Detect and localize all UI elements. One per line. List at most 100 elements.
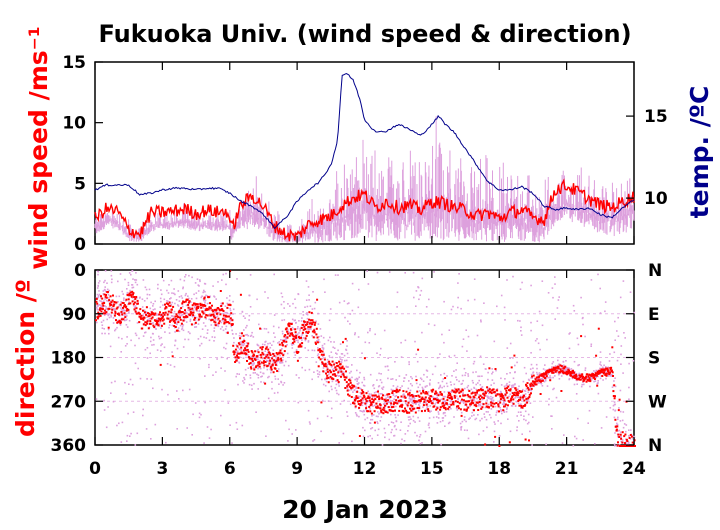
direction-average-point — [457, 388, 460, 391]
direction-raw-point — [272, 349, 275, 352]
direction-raw-point — [378, 372, 380, 375]
direction-raw-point — [411, 377, 413, 380]
direction-raw-point — [506, 382, 508, 385]
direction-average-point — [175, 313, 178, 316]
direction-average-point — [315, 327, 318, 330]
direction-raw-point — [409, 383, 412, 385]
direction-raw-point — [230, 325, 232, 328]
direction-raw-point — [621, 419, 624, 422]
direction-average-point — [391, 392, 394, 394]
direction-y-tick-label: 0 — [74, 261, 86, 281]
direction-raw-point — [380, 381, 383, 384]
direction-raw-point — [399, 429, 402, 431]
direction-raw-point — [472, 391, 474, 393]
direction-raw-point — [388, 424, 390, 426]
direction-raw-point — [381, 444, 384, 446]
direction-raw-point — [618, 407, 620, 409]
direction-average-point — [466, 400, 469, 403]
direction-raw-point — [525, 388, 528, 390]
direction-raw-point — [617, 430, 619, 432]
direction-average-point — [508, 441, 511, 444]
direction-raw-point — [341, 353, 344, 355]
direction-average-point — [377, 395, 380, 398]
direction-raw-point — [328, 377, 331, 380]
direction-average-point — [466, 393, 469, 396]
direction-raw-point — [486, 391, 489, 393]
direction-average-point — [509, 399, 512, 402]
direction-raw-point — [632, 360, 635, 362]
direction-average-point — [415, 400, 418, 403]
direction-raw-point — [546, 338, 548, 341]
direction-raw-point — [614, 339, 616, 341]
direction-raw-point — [425, 408, 428, 410]
direction-average-point — [416, 390, 419, 393]
direction-raw-point — [529, 368, 532, 370]
direction-average-point — [371, 398, 374, 401]
direction-average-point — [316, 298, 319, 301]
direction-raw-point — [429, 405, 432, 407]
direction-average-point — [351, 386, 354, 389]
direction-raw-point — [616, 422, 618, 425]
direction-raw-point — [288, 428, 290, 431]
direction-raw-point — [281, 361, 284, 364]
direction-average-point — [518, 390, 521, 392]
direction-average-point — [614, 418, 617, 421]
direction-raw-point — [160, 289, 162, 291]
direction-average-point — [394, 409, 396, 412]
direction-average-point — [444, 407, 447, 409]
direction-raw-point — [501, 403, 504, 405]
direction-average-point — [281, 341, 284, 344]
direction-raw-point — [214, 318, 217, 320]
direction-average-point — [197, 307, 200, 309]
direction-raw-point — [477, 403, 480, 406]
direction-raw-point — [201, 295, 203, 297]
direction-average-point — [117, 312, 120, 315]
direction-average-point — [133, 301, 136, 304]
direction-average-point — [361, 389, 364, 392]
direction-average-point — [150, 311, 153, 314]
direction-raw-point — [269, 365, 271, 367]
direction-raw-point — [215, 316, 218, 318]
direction-raw-point — [590, 379, 593, 381]
direction-average-point — [110, 311, 113, 314]
direction-raw-point — [490, 384, 492, 386]
direction-average-point — [570, 374, 572, 377]
direction-average-point — [532, 374, 535, 377]
direction-raw-point — [146, 316, 148, 318]
direction-raw-point — [386, 365, 389, 368]
direction-raw-point — [252, 357, 255, 359]
direction-raw-point — [216, 358, 218, 360]
direction-average-point — [294, 331, 297, 334]
direction-raw-point — [213, 324, 216, 326]
direction-average-point — [262, 362, 265, 365]
direction-average-point — [115, 301, 118, 304]
direction-raw-point — [459, 422, 462, 425]
direction-raw-point — [97, 285, 99, 287]
direction-raw-point — [423, 397, 426, 399]
direction-raw-point — [390, 378, 392, 380]
direction-average-point — [188, 300, 191, 303]
direction-average-point — [630, 435, 633, 438]
direction-raw-point — [297, 326, 299, 328]
direction-raw-point — [160, 315, 162, 318]
direction-average-point — [96, 317, 99, 320]
direction-raw-point — [236, 428, 239, 430]
direction-raw-point — [548, 403, 550, 406]
direction-raw-point — [530, 373, 533, 376]
direction-raw-point — [623, 423, 626, 425]
direction-average-point — [460, 414, 463, 417]
direction-raw-point — [485, 395, 488, 397]
direction-raw-point — [156, 319, 159, 321]
direction-average-point — [514, 394, 517, 397]
direction-raw-point — [529, 386, 532, 388]
direction-average-point — [423, 400, 426, 403]
direction-raw-point — [149, 340, 152, 343]
direction-raw-point — [428, 382, 431, 385]
direction-raw-point — [141, 298, 144, 300]
direction-raw-point — [322, 367, 325, 369]
direction-raw-point — [584, 369, 587, 371]
direction-average-point — [105, 294, 107, 296]
direction-raw-point — [203, 310, 206, 312]
direction-average-point — [96, 316, 99, 319]
direction-raw-point — [121, 421, 124, 424]
